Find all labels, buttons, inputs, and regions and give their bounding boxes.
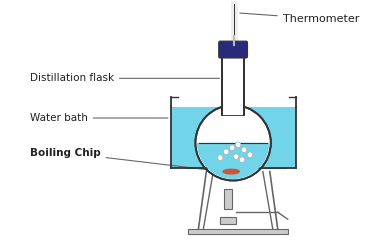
Circle shape (196, 105, 271, 180)
Circle shape (247, 152, 253, 157)
FancyBboxPatch shape (220, 217, 236, 224)
Circle shape (233, 154, 239, 159)
Text: Distillation flask: Distillation flask (30, 73, 219, 83)
FancyBboxPatch shape (222, 55, 244, 115)
Circle shape (241, 147, 247, 153)
Polygon shape (223, 55, 243, 115)
Circle shape (239, 157, 245, 162)
Wedge shape (197, 143, 269, 179)
Circle shape (223, 149, 229, 155)
Polygon shape (171, 107, 296, 168)
FancyBboxPatch shape (224, 189, 232, 209)
FancyBboxPatch shape (188, 229, 288, 234)
FancyBboxPatch shape (219, 41, 247, 58)
Ellipse shape (222, 169, 240, 174)
Circle shape (218, 155, 223, 161)
Text: Boiling Chip: Boiling Chip (30, 148, 221, 171)
Text: Water bath: Water bath (30, 113, 168, 123)
Text: Thermometer: Thermometer (240, 13, 359, 24)
Circle shape (229, 145, 235, 150)
Polygon shape (219, 162, 237, 180)
Circle shape (235, 142, 241, 148)
Polygon shape (224, 166, 232, 179)
FancyBboxPatch shape (186, 164, 286, 168)
